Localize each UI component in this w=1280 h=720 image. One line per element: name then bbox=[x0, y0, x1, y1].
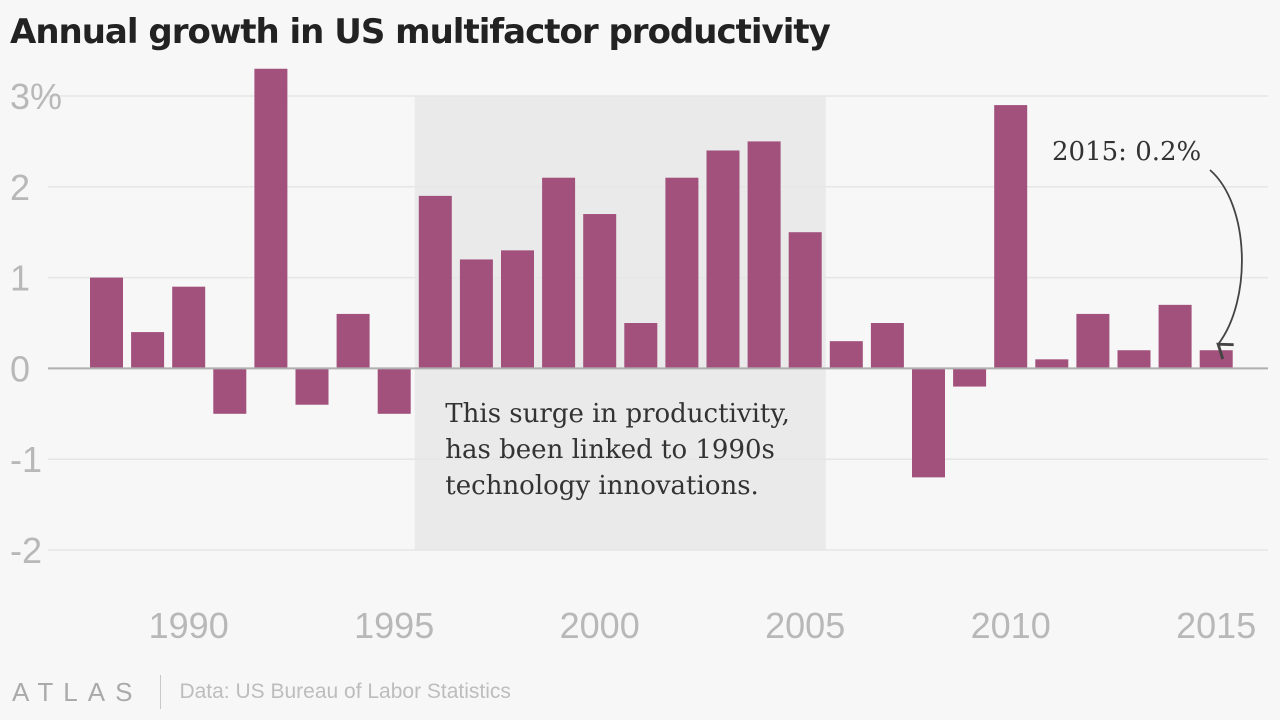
bar bbox=[788, 232, 822, 369]
annotation-text: has been linked to 1990s bbox=[445, 435, 775, 465]
bar bbox=[583, 214, 617, 369]
bar bbox=[131, 332, 165, 369]
bar bbox=[912, 368, 945, 478]
bar bbox=[747, 141, 781, 369]
bar bbox=[829, 341, 863, 369]
footer: ATLAS Data: US Bureau of Labor Statistic… bbox=[12, 672, 511, 712]
bar bbox=[624, 323, 658, 369]
bar bbox=[377, 368, 411, 414]
x-tick-label: 1990 bbox=[149, 605, 229, 646]
chart-title: Annual growth in US multifactor producti… bbox=[10, 12, 831, 52]
y-tick-label: 3% bbox=[10, 76, 62, 117]
bar bbox=[501, 250, 534, 369]
bar bbox=[1035, 359, 1069, 369]
annotation-arrow bbox=[1209, 169, 1243, 360]
annotation-text: This surge in productivity, bbox=[445, 399, 790, 429]
bar bbox=[1199, 350, 1233, 369]
bar bbox=[542, 177, 576, 369]
bar bbox=[254, 68, 288, 369]
bar bbox=[994, 105, 1028, 369]
x-tick-label: 2010 bbox=[971, 605, 1051, 646]
x-tick-label: 1995 bbox=[354, 605, 434, 646]
footer-divider bbox=[160, 675, 162, 709]
bar bbox=[418, 195, 452, 369]
y-tick-label: 1 bbox=[10, 258, 30, 299]
x-tick-label: 2005 bbox=[765, 605, 845, 646]
bar bbox=[953, 368, 987, 387]
bar bbox=[706, 150, 740, 369]
annotation-2015-label: 2015: 0.2% bbox=[1052, 137, 1201, 167]
source-note: Data: US Bureau of Labor Statistics bbox=[179, 680, 511, 703]
bar bbox=[90, 277, 123, 369]
x-tick-label: 2015 bbox=[1176, 605, 1256, 646]
annotation-text: technology innovations. bbox=[445, 471, 759, 501]
bar bbox=[870, 323, 904, 369]
y-tick-label: -2 bbox=[10, 530, 42, 571]
bar bbox=[295, 368, 329, 405]
bar bbox=[459, 259, 493, 369]
bar bbox=[1158, 304, 1192, 369]
atlas-logo: ATLAS bbox=[12, 676, 143, 707]
bar bbox=[1076, 313, 1110, 369]
bar bbox=[336, 313, 370, 369]
bar-chart: 3% 2 1 0 -1 -2 1990 1995 2000 2005 2010 2015 This s… bbox=[10, 68, 1268, 646]
bar bbox=[213, 368, 247, 414]
bar bbox=[172, 286, 206, 369]
y-tick-label: -1 bbox=[10, 439, 42, 480]
bar bbox=[1117, 350, 1151, 369]
y-tick-label: 2 bbox=[10, 167, 30, 208]
bar bbox=[665, 177, 699, 369]
x-tick-label: 2000 bbox=[560, 605, 640, 646]
y-tick-label: 0 bbox=[10, 348, 30, 389]
